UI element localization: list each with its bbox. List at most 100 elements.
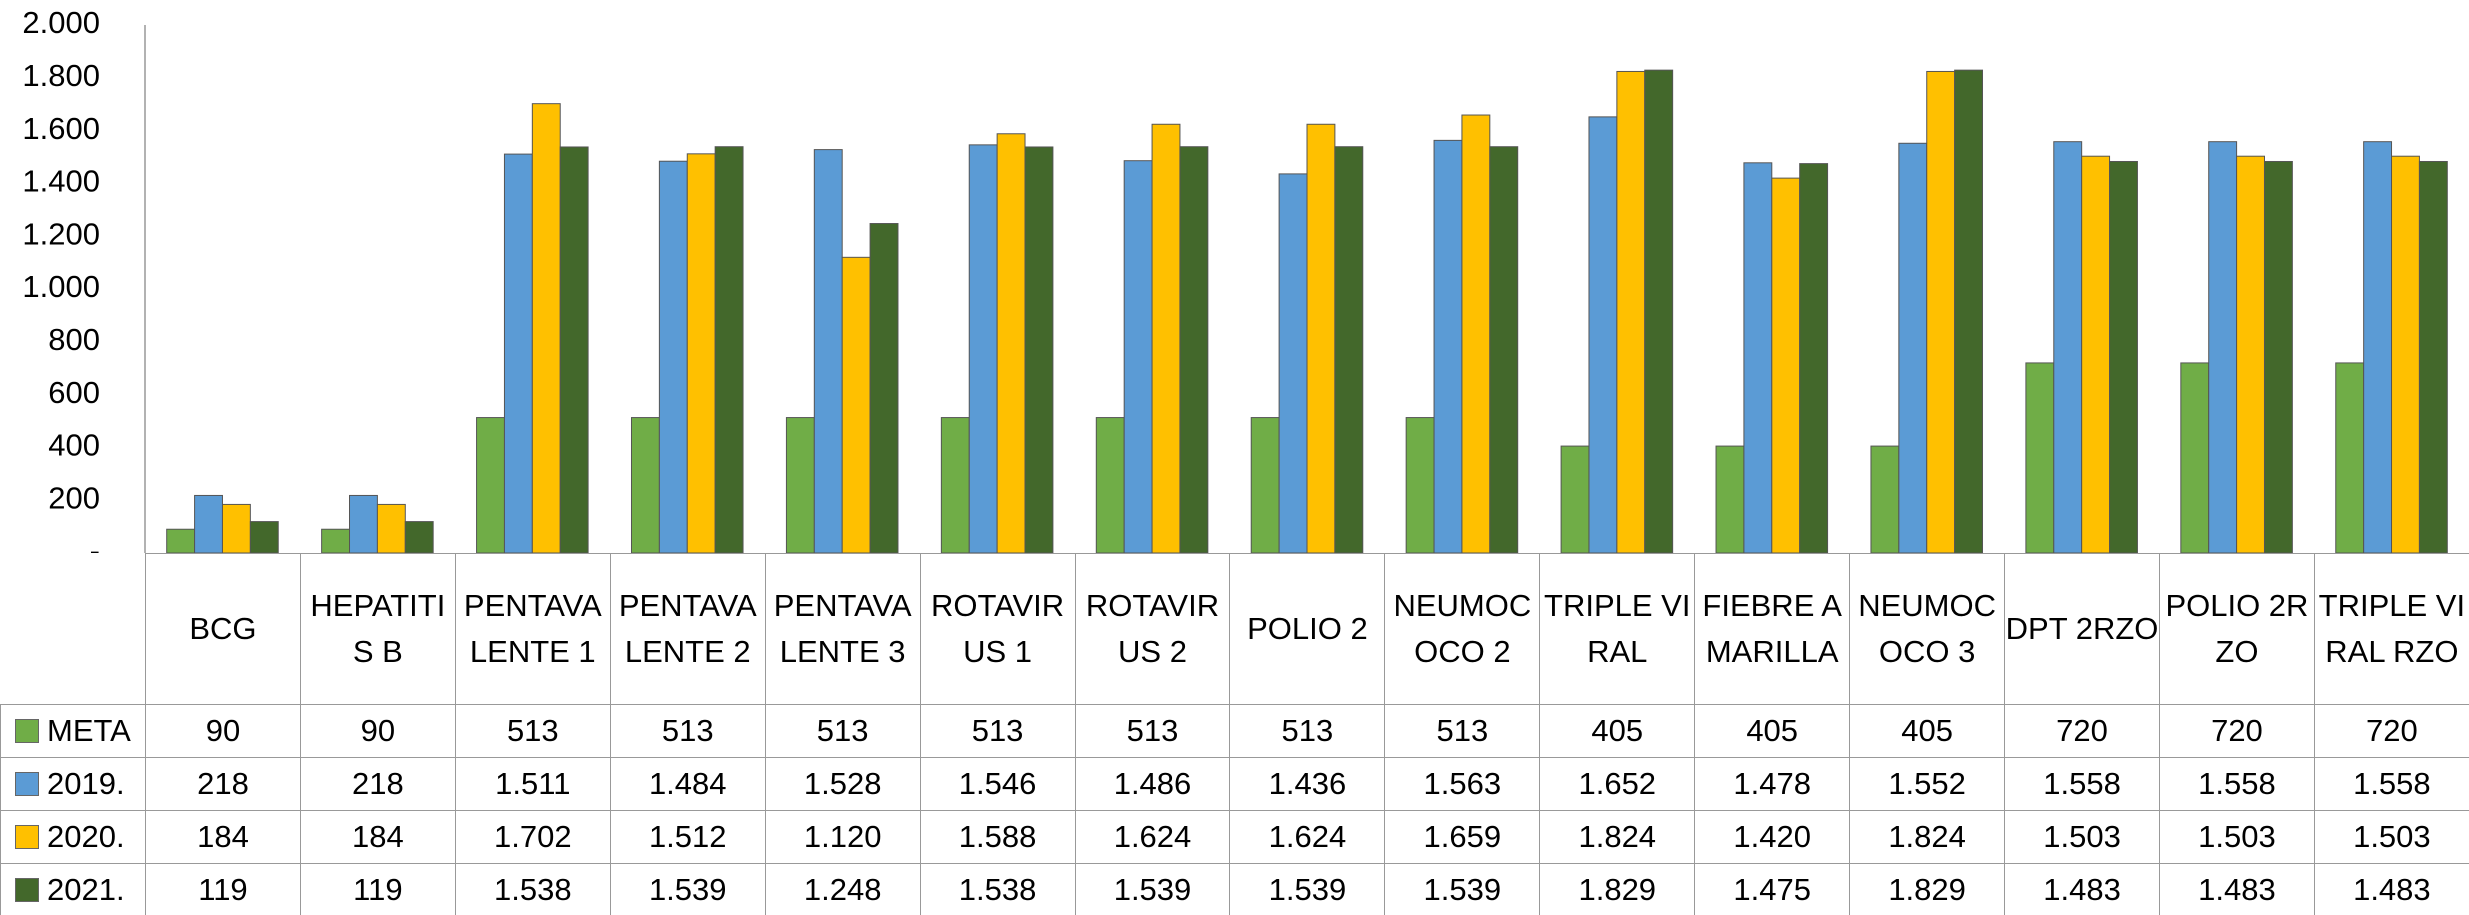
- legend-entry: 2021.: [0, 863, 146, 915]
- table-row: 2019. 218 218 1.511 1.484 1.528 1.546 1.486 1.43…: [0, 757, 2469, 811]
- table-cell: 184: [145, 810, 301, 864]
- x-tick-label: POLIO 2: [1229, 553, 1386, 705]
- x-tick-label: ROTAVIRUS 1: [919, 553, 1076, 705]
- bar: [249, 521, 279, 553]
- bar: [841, 256, 871, 553]
- table-cell: 1.483: [2313, 863, 2469, 915]
- bar: [1123, 160, 1153, 553]
- table-cell: 405: [1694, 704, 1851, 758]
- bar: [1954, 69, 1984, 553]
- x-tick-label: HEPATITIS B: [299, 553, 456, 705]
- x-tick-label: DPT 2RZO: [2004, 553, 2160, 705]
- bar: [1870, 445, 1900, 553]
- bar: [1926, 70, 1956, 553]
- legend-label: 2019.: [47, 766, 125, 801]
- table-cell: 720: [2004, 704, 2160, 758]
- bar: [1306, 123, 1336, 553]
- table-cell: 1.478: [1694, 757, 1851, 811]
- x-tick-label: FIEBRE AMARILLA: [1694, 553, 1851, 705]
- bar: [1588, 116, 1618, 553]
- legend-swatch: [15, 772, 39, 796]
- bar: [321, 528, 351, 553]
- bar: [1898, 142, 1928, 553]
- table-cell: 1.483: [2158, 863, 2315, 915]
- table-cell: 1.538: [454, 863, 611, 915]
- y-tick-label: 800: [48, 322, 100, 357]
- table-cell: 119: [145, 863, 301, 915]
- bar: [1179, 146, 1209, 553]
- bar: [686, 153, 716, 553]
- bar: [869, 223, 899, 553]
- table-cell: 90: [299, 704, 456, 758]
- table-header-row: BCG HEPATITIS B PENTAVALENTE 1 PENTAVALENTE…: [0, 553, 2469, 705]
- table-cell: 513: [609, 704, 766, 758]
- bar: [1560, 445, 1590, 553]
- bar: [1461, 114, 1491, 553]
- table-cell: 405: [1849, 704, 2006, 758]
- table-cell: 1.436: [1229, 757, 1386, 811]
- x-tick-label: BCG: [145, 553, 301, 705]
- x-tick-label: PENTAVALENTE 1: [454, 553, 611, 705]
- bar: [376, 503, 406, 553]
- table-cell: 1.558: [2004, 757, 2160, 811]
- table-cell: 1.538: [919, 863, 1076, 915]
- table-cell: 90: [145, 704, 301, 758]
- bar: [813, 149, 843, 553]
- bar: [2418, 160, 2448, 553]
- table-row: 2020. 184 184 1.702 1.512 1.120 1.588 1.624 1.62…: [0, 810, 2469, 864]
- bar: [1771, 177, 1801, 553]
- table-cell: 1.503: [2313, 810, 2469, 864]
- table-cell: 1.420: [1694, 810, 1851, 864]
- x-tick-label: NEUMOCOCO 3: [1849, 553, 2006, 705]
- table-cell: 1.539: [1384, 863, 1541, 915]
- table-cell: 1.512: [609, 810, 766, 864]
- bar: [2335, 362, 2365, 553]
- bar: [1644, 69, 1674, 553]
- table-cell: 1.563: [1384, 757, 1541, 811]
- bar: [1405, 417, 1435, 553]
- table-cell: 1.503: [2158, 810, 2315, 864]
- x-tick-label: PENTAVALENTE 3: [764, 553, 921, 705]
- table-cell: 1.558: [2313, 757, 2469, 811]
- bar: [940, 417, 970, 553]
- table-cell: 1.120: [764, 810, 921, 864]
- bar: [1489, 146, 1519, 553]
- table-cell: 1.824: [1539, 810, 1696, 864]
- bar: [503, 153, 533, 553]
- table-cell: 720: [2158, 704, 2315, 758]
- bar: [2180, 362, 2210, 553]
- x-tick-label: POLIO 2RZO: [2158, 553, 2315, 705]
- table-cell: 1.558: [2158, 757, 2315, 811]
- bar: [968, 144, 998, 553]
- x-tick-label: TRIPLE VIRAL: [1539, 553, 1696, 705]
- table-cell: 1.539: [1074, 863, 1231, 915]
- table-cell: 720: [2313, 704, 2469, 758]
- table-cell: 1.483: [2004, 863, 2160, 915]
- bar: [1616, 70, 1646, 553]
- legend-label: 2020.: [47, 819, 125, 854]
- bar: [1743, 162, 1773, 553]
- legend-label: META: [47, 713, 131, 748]
- table-cell: 218: [145, 757, 301, 811]
- table-cell: 1.248: [764, 863, 921, 915]
- table-cell: 1.624: [1229, 810, 1386, 864]
- bar: [1250, 417, 1280, 553]
- bar: [1799, 163, 1829, 553]
- bar: [2363, 141, 2393, 553]
- bar: [714, 146, 744, 553]
- bar: [996, 133, 1026, 553]
- table-cell: 1.552: [1849, 757, 2006, 811]
- bar: [1278, 173, 1308, 553]
- table-cell: 513: [764, 704, 921, 758]
- table-cell: 218: [299, 757, 456, 811]
- bar: [166, 528, 196, 553]
- table-cell: 1.652: [1539, 757, 1696, 811]
- table-cell: 1.511: [454, 757, 611, 811]
- bar: [1095, 417, 1125, 553]
- bar: [1433, 139, 1463, 553]
- x-tick-label: PENTAVALENTE 2: [609, 553, 766, 705]
- bar: [2208, 141, 2238, 553]
- y-tick-label: 1.000: [22, 269, 100, 304]
- bar: [2263, 160, 2293, 553]
- bar: [1334, 146, 1364, 553]
